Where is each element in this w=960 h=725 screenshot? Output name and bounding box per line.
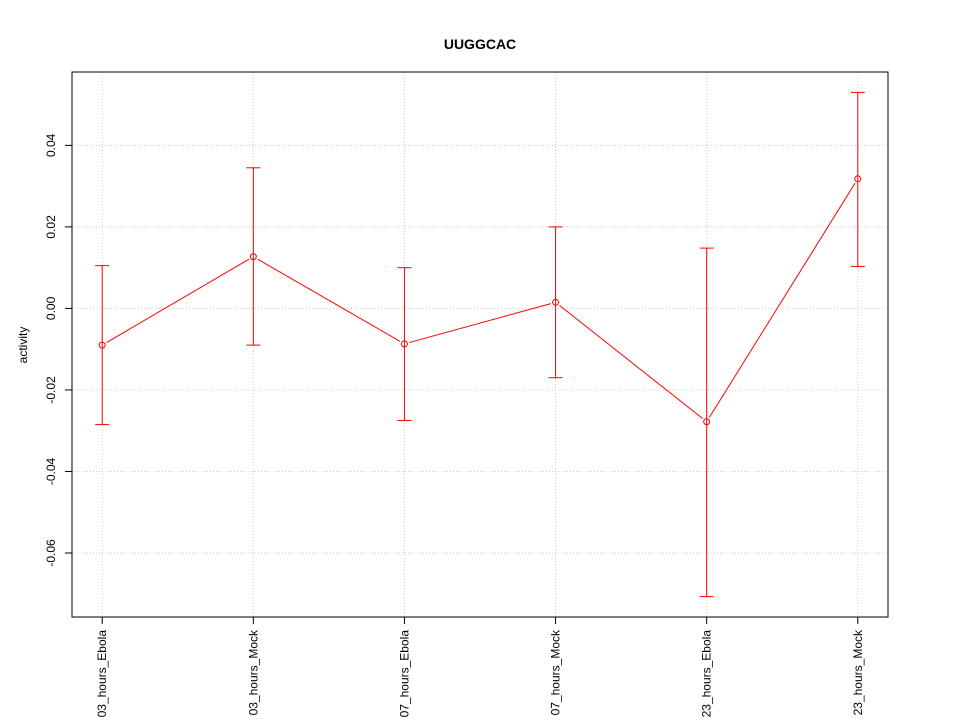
data-point: [552, 298, 560, 306]
y-tick-label: -0.06: [44, 539, 58, 567]
y-axis-label: activity: [16, 327, 30, 364]
y-tick-label: 0.04: [44, 133, 58, 157]
x-tick-label: 23_hours_Ebola: [700, 630, 714, 718]
series-line-segment: [409, 303, 551, 344]
data-point: [703, 418, 711, 426]
y-tick-label: -0.04: [44, 457, 58, 485]
y-tick-label: 0.00: [44, 296, 58, 320]
y-tick-label: -0.02: [44, 376, 58, 404]
x-tick-label: 07_hours_Mock: [549, 629, 563, 715]
x-tick-label: 03_hours_Ebola: [95, 630, 109, 718]
plot-frame: [71, 71, 889, 618]
x-tick-label: 03_hours_Mock: [246, 629, 260, 715]
data-point: [854, 175, 862, 183]
data-point: [98, 341, 106, 349]
series-line-segment: [708, 182, 856, 418]
series-line-segment: [257, 258, 401, 342]
data-point: [249, 253, 257, 261]
series-line-segment: [106, 258, 250, 344]
series-line-segment: [559, 305, 704, 420]
series-layer: [95, 91, 865, 598]
grid-layer: [72, 72, 888, 617]
data-point: [400, 340, 408, 348]
x-tick-label: 23_hours_Mock: [851, 629, 865, 715]
y-tick-label: 0.02: [44, 215, 58, 239]
x-tick-label: 07_hours_Ebola: [397, 630, 411, 718]
chart-title: UUGGCAC: [444, 36, 516, 52]
axis-layer: -0.06 -0.04 -0.02 0.00 0.02 0.04 03_hours_Ebol…: [44, 133, 865, 717]
